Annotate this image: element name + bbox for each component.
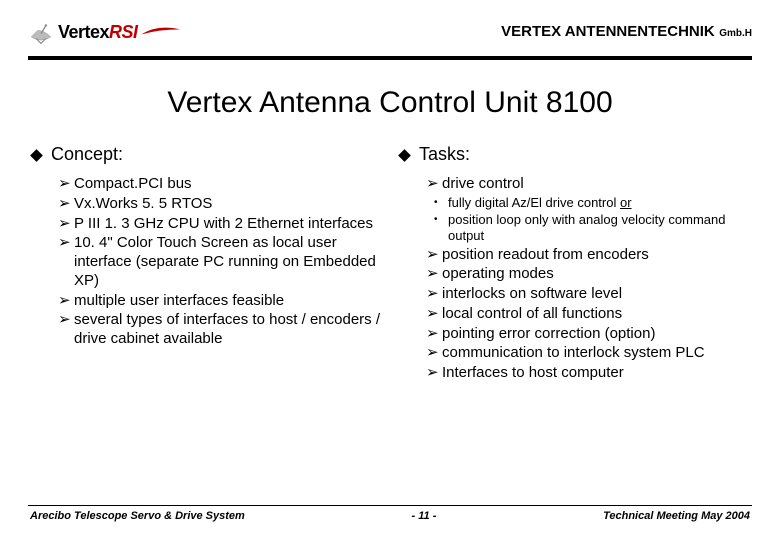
concept-heading: Concept: — [32, 144, 380, 165]
item-text: Vx.Works 5. 5 RTOS — [74, 195, 212, 214]
dot-icon: • — [434, 212, 448, 245]
concept-label: Concept: — [51, 144, 123, 165]
logo-text: Vertex RSI — [58, 22, 182, 43]
arrow-icon: ➢ — [58, 292, 74, 311]
footer-left: Arecibo Telescope Servo & Drive System — [30, 510, 245, 522]
item-text: several types of interfaces to host / en… — [74, 311, 380, 349]
item-text: 10. 4" Color Touch Screen as local user … — [74, 234, 380, 290]
footer-center: - 11 - — [412, 510, 437, 522]
logo-word-2: RSI — [109, 22, 138, 43]
list-item: ➢ drive control — [426, 175, 748, 194]
list-item: ➢several types of interfaces to host / e… — [58, 311, 380, 349]
item-text: interlocks on software level — [442, 285, 622, 304]
tasks-heading: Tasks: — [400, 144, 748, 165]
list-item: ➢Interfaces to host computer — [426, 364, 748, 383]
item-text: fully digital Az/El drive control or — [448, 195, 632, 211]
drive-control-sublist: •fully digital Az/El drive control or•po… — [400, 195, 748, 245]
item-text: Compact.PCI bus — [74, 175, 192, 194]
item-text: position readout from encoders — [442, 246, 649, 265]
item-text: operating modes — [442, 265, 554, 284]
logo-word-1: Vertex — [58, 22, 109, 43]
footer-rule — [28, 505, 752, 506]
columns: Concept: ➢Compact.PCI bus➢Vx.Works 5. 5 … — [28, 144, 752, 384]
item-text: Interfaces to host computer — [442, 364, 624, 383]
footer-right: Technical Meeting May 2004 — [603, 510, 750, 522]
list-item: ➢local control of all functions — [426, 305, 748, 324]
arrow-icon: ➢ — [426, 364, 442, 383]
left-column: Concept: ➢Compact.PCI bus➢Vx.Works 5. 5 … — [32, 144, 380, 384]
sub-list-item: •fully digital Az/El drive control or — [434, 195, 748, 211]
arrow-icon: ➢ — [426, 344, 442, 363]
footer: Arecibo Telescope Servo & Drive System -… — [28, 505, 752, 522]
dot-icon: • — [434, 195, 448, 211]
list-item: ➢communication to interlock system PLC — [426, 344, 748, 363]
arrow-icon: ➢ — [58, 175, 74, 194]
arrow-icon: ➢ — [426, 305, 442, 324]
list-item: ➢Vx.Works 5. 5 RTOS — [58, 195, 380, 214]
header: Vertex RSI VERTEX ANTENNENTECHNIK Gmb.H — [28, 14, 752, 50]
arrow-icon: ➢ — [58, 215, 74, 234]
header-rule — [28, 56, 752, 60]
item-text: multiple user interfaces feasible — [74, 292, 284, 311]
company-suffix: Gmb.H — [719, 28, 752, 39]
list-item: ➢interlocks on software level — [426, 285, 748, 304]
list-item: ➢10. 4" Color Touch Screen as local user… — [58, 234, 380, 290]
company-text: VERTEX ANTENNENTECHNIK — [501, 23, 715, 40]
list-item: ➢Compact.PCI bus — [58, 175, 380, 194]
item-text: pointing error correction (option) — [442, 325, 655, 344]
list-item: ➢P III 1. 3 GHz CPU with 2 Ethernet inte… — [58, 215, 380, 234]
tasks-list-cont: ➢position readout from encoders➢operatin… — [400, 246, 748, 383]
item-text: position loop only with analog velocity … — [448, 212, 748, 245]
underlined-text: or — [620, 195, 632, 210]
sub-list-item: •position loop only with analog velocity… — [434, 212, 748, 245]
arrow-icon: ➢ — [58, 195, 74, 214]
concept-list: ➢Compact.PCI bus➢Vx.Works 5. 5 RTOS➢P II… — [32, 175, 380, 349]
logo: Vertex RSI — [28, 19, 182, 45]
diamond-bullet-icon — [30, 149, 43, 162]
list-item: ➢multiple user interfaces feasible — [58, 292, 380, 311]
list-item: ➢position readout from encoders — [426, 246, 748, 265]
item-text: drive control — [442, 175, 524, 194]
list-item: ➢operating modes — [426, 265, 748, 284]
arrow-icon: ➢ — [426, 175, 442, 194]
arrow-icon: ➢ — [426, 265, 442, 284]
tasks-label: Tasks: — [419, 144, 470, 165]
company-name: VERTEX ANTENNENTECHNIK Gmb.H — [501, 23, 752, 41]
swoosh-icon — [140, 24, 182, 38]
tasks-list: ➢ drive control — [400, 175, 748, 194]
right-column: Tasks: ➢ drive control •fully digital Az… — [400, 144, 748, 384]
dish-icon — [28, 19, 54, 45]
arrow-icon: ➢ — [58, 311, 74, 349]
arrow-icon: ➢ — [426, 325, 442, 344]
page-title: Vertex Antenna Control Unit 8100 — [28, 86, 752, 120]
item-text: P III 1. 3 GHz CPU with 2 Ethernet inter… — [74, 215, 373, 234]
list-item: ➢pointing error correction (option) — [426, 325, 748, 344]
arrow-icon: ➢ — [426, 246, 442, 265]
item-text: local control of all functions — [442, 305, 622, 324]
item-text: communication to interlock system PLC — [442, 344, 705, 363]
diamond-bullet-icon — [398, 149, 411, 162]
arrow-icon: ➢ — [426, 285, 442, 304]
arrow-icon: ➢ — [58, 234, 74, 290]
